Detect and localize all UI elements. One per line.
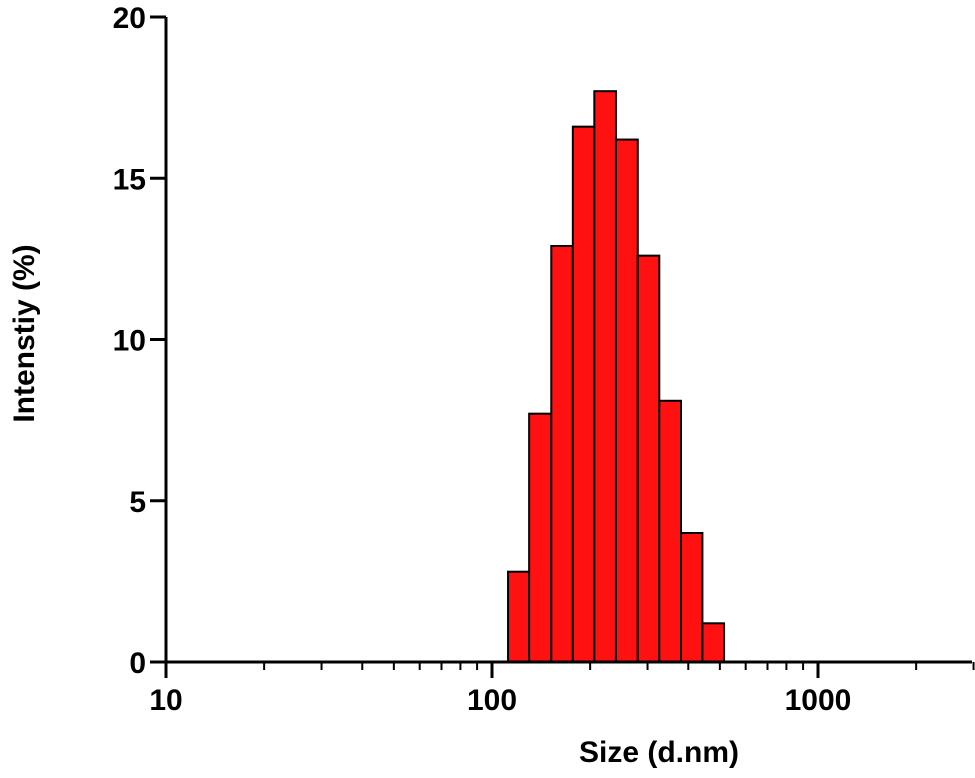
y-tick-label: 15 <box>113 163 146 196</box>
y-ticks-group: 0 5 10 15 20 <box>113 2 166 680</box>
y-tick-label: 10 <box>113 325 146 358</box>
histogram-bar-9 <box>680 532 704 663</box>
y-axis-title: Intenstiy (%) <box>8 244 41 422</box>
y-tick-label: 0 <box>129 647 146 680</box>
histogram-bar-7 <box>636 254 661 663</box>
histogram-bar-2 <box>528 412 553 663</box>
histogram-bar-4 <box>571 125 596 663</box>
x-tick-label: 10 <box>149 684 182 717</box>
x-tick-label: 1000 <box>785 684 852 717</box>
histogram-bar-10 <box>701 622 726 663</box>
histogram-bar-6 <box>614 138 639 664</box>
y-tick-label: 5 <box>129 486 146 519</box>
x-axis-title: Size (d.nm) <box>579 736 739 769</box>
x-ticks-group: 10 100 1000 <box>149 662 975 717</box>
y-tick-label: 20 <box>113 2 146 35</box>
bars-group <box>507 90 726 664</box>
x-tick-label: 100 <box>467 684 517 717</box>
histogram-bar-1 <box>507 570 531 664</box>
histogram-bar-8 <box>658 399 683 663</box>
histogram-bar-5 <box>593 90 617 664</box>
histogram-bar-3 <box>550 244 574 663</box>
